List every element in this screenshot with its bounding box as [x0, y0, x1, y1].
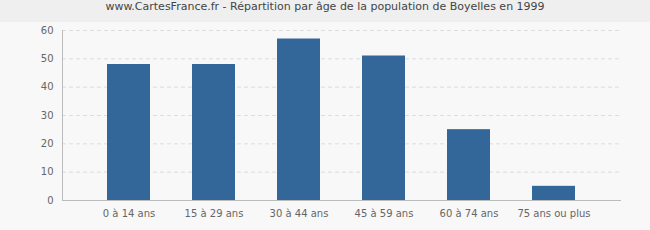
svg-text:60 à 74 ans: 60 à 74 ans	[440, 208, 499, 219]
svg-text:75 ans ou plus: 75 ans ou plus	[517, 208, 590, 219]
svg-text:30: 30	[41, 110, 54, 121]
svg-text:15 à 29 ans: 15 à 29 ans	[185, 208, 244, 219]
svg-text:30 à 44 ans: 30 à 44 ans	[270, 208, 329, 219]
svg-text:0 à 14 ans: 0 à 14 ans	[103, 208, 155, 219]
svg-text:45 à 59 ans: 45 à 59 ans	[355, 208, 414, 219]
svg-text:20: 20	[41, 138, 54, 149]
svg-text:0: 0	[47, 195, 53, 206]
html-text:www.CartesFrance.fr - Répartit: www.CartesFrance.fr - Répartition par âg…	[105, 0, 545, 13]
svg-text:40: 40	[41, 81, 54, 92]
svg-text:60: 60	[41, 25, 54, 36]
svg-text:10: 10	[41, 166, 54, 177]
svg-text:50: 50	[41, 53, 54, 64]
